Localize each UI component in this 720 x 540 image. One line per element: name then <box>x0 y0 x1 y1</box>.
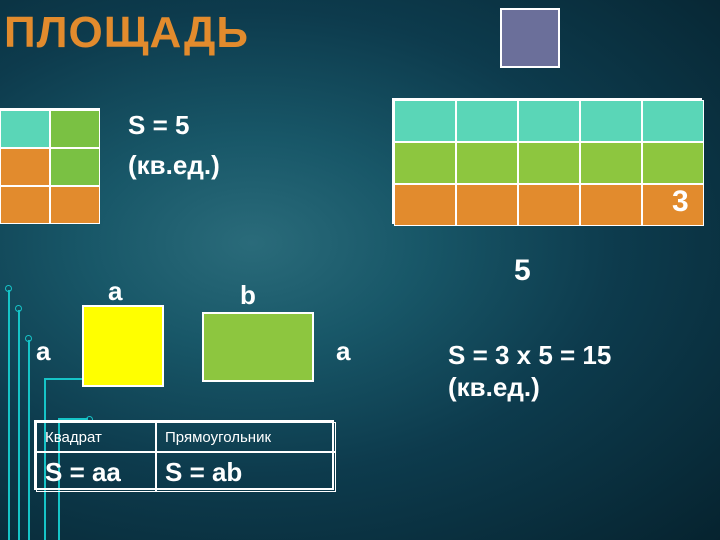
left-grid <box>0 108 100 222</box>
right-grid <box>392 98 702 224</box>
right-formula-line1: S = 3 x 5 = 15 <box>448 340 611 371</box>
right-grid-bottom-label: 5 <box>514 254 531 288</box>
square-label-left: a <box>36 336 50 367</box>
rect-label-right: a <box>336 336 350 367</box>
left-caption-line1: S = 5 <box>128 110 189 141</box>
right-formula-line2: (кв.ед.) <box>448 372 540 403</box>
table-header-square: Квадрат <box>36 422 156 452</box>
green-rectangle <box>202 312 314 382</box>
rect-label-top: b <box>240 280 256 311</box>
table-header-rect: Прямоугольник <box>156 422 336 452</box>
left-caption-line2: (кв.ед.) <box>128 150 220 181</box>
yellow-square <box>82 305 164 387</box>
right-grid-side-label: 3 <box>672 185 689 219</box>
table-formula-square: S = aa <box>36 452 156 492</box>
square-label-top: a <box>108 276 122 307</box>
page-title: ПЛОЩАДЬ <box>4 8 249 58</box>
table-formula-rect: S = ab <box>156 452 336 492</box>
formula-table: Квадрат Прямоугольник S = aa S = ab <box>34 420 334 490</box>
corner-square <box>500 8 560 68</box>
